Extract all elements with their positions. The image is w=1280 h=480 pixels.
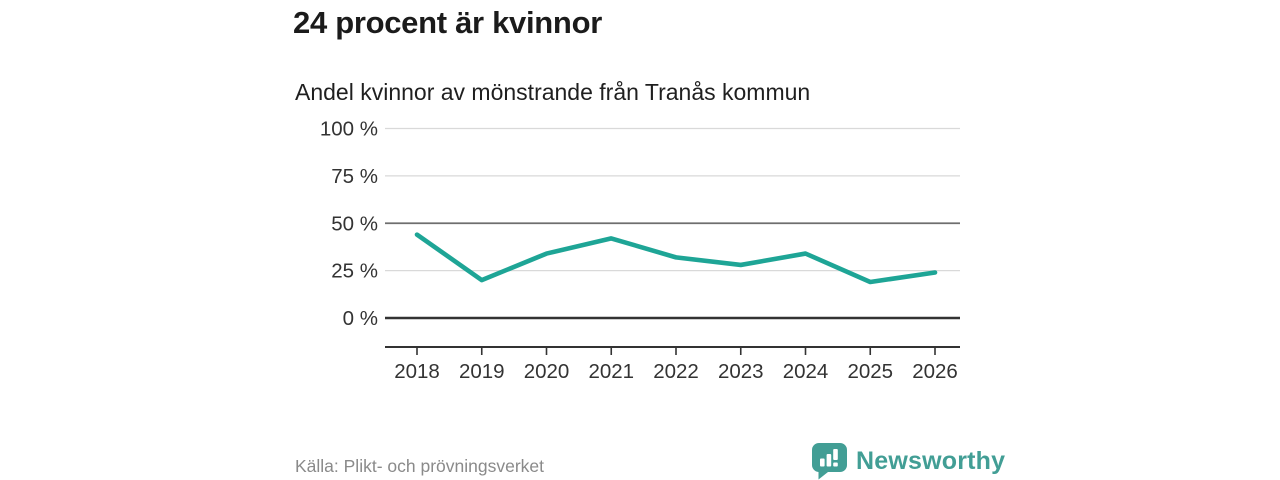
chart-title: 24 procent är kvinnor bbox=[293, 5, 602, 40]
exclamation-dot bbox=[833, 462, 838, 467]
line-chart: 100 % 75 % 50 % 25 % 0 % 2018 2019 2020 2021 2022… bbox=[320, 118, 960, 383]
chart-subtitle: Andel kvinnor av mönstrande från Tranås … bbox=[295, 79, 811, 105]
brand-name: Newsworthy bbox=[856, 447, 1006, 475]
x-tick-label: 2021 bbox=[588, 360, 634, 383]
y-tick-label: 75 % bbox=[331, 165, 378, 188]
x-tick-label: 2023 bbox=[718, 360, 764, 383]
bar-tall bbox=[826, 454, 832, 467]
data-line-series bbox=[414, 232, 938, 285]
x-tick-label: 2020 bbox=[524, 360, 570, 383]
exclamation-bar bbox=[833, 449, 838, 460]
y-tick-label: 50 % bbox=[331, 212, 378, 235]
source-note: Källa: Plikt- och prövningsverket bbox=[295, 456, 544, 476]
x-tick-label: 2022 bbox=[653, 360, 699, 383]
x-tick-label: 2018 bbox=[394, 360, 440, 383]
newsworthy-bubble-icon bbox=[812, 443, 847, 480]
x-tick-label: 2019 bbox=[459, 360, 505, 383]
y-tick-label: 25 % bbox=[331, 260, 378, 283]
y-tick-label: 100 % bbox=[320, 118, 378, 141]
y-tick-label: 0 % bbox=[343, 307, 378, 330]
x-tick-label: 2026 bbox=[912, 360, 958, 383]
x-tick-label: 2024 bbox=[783, 360, 829, 383]
bar-short bbox=[820, 458, 825, 467]
newsworthy-logo: Newsworthy bbox=[812, 443, 1005, 480]
x-tick-label: 2025 bbox=[847, 360, 893, 383]
